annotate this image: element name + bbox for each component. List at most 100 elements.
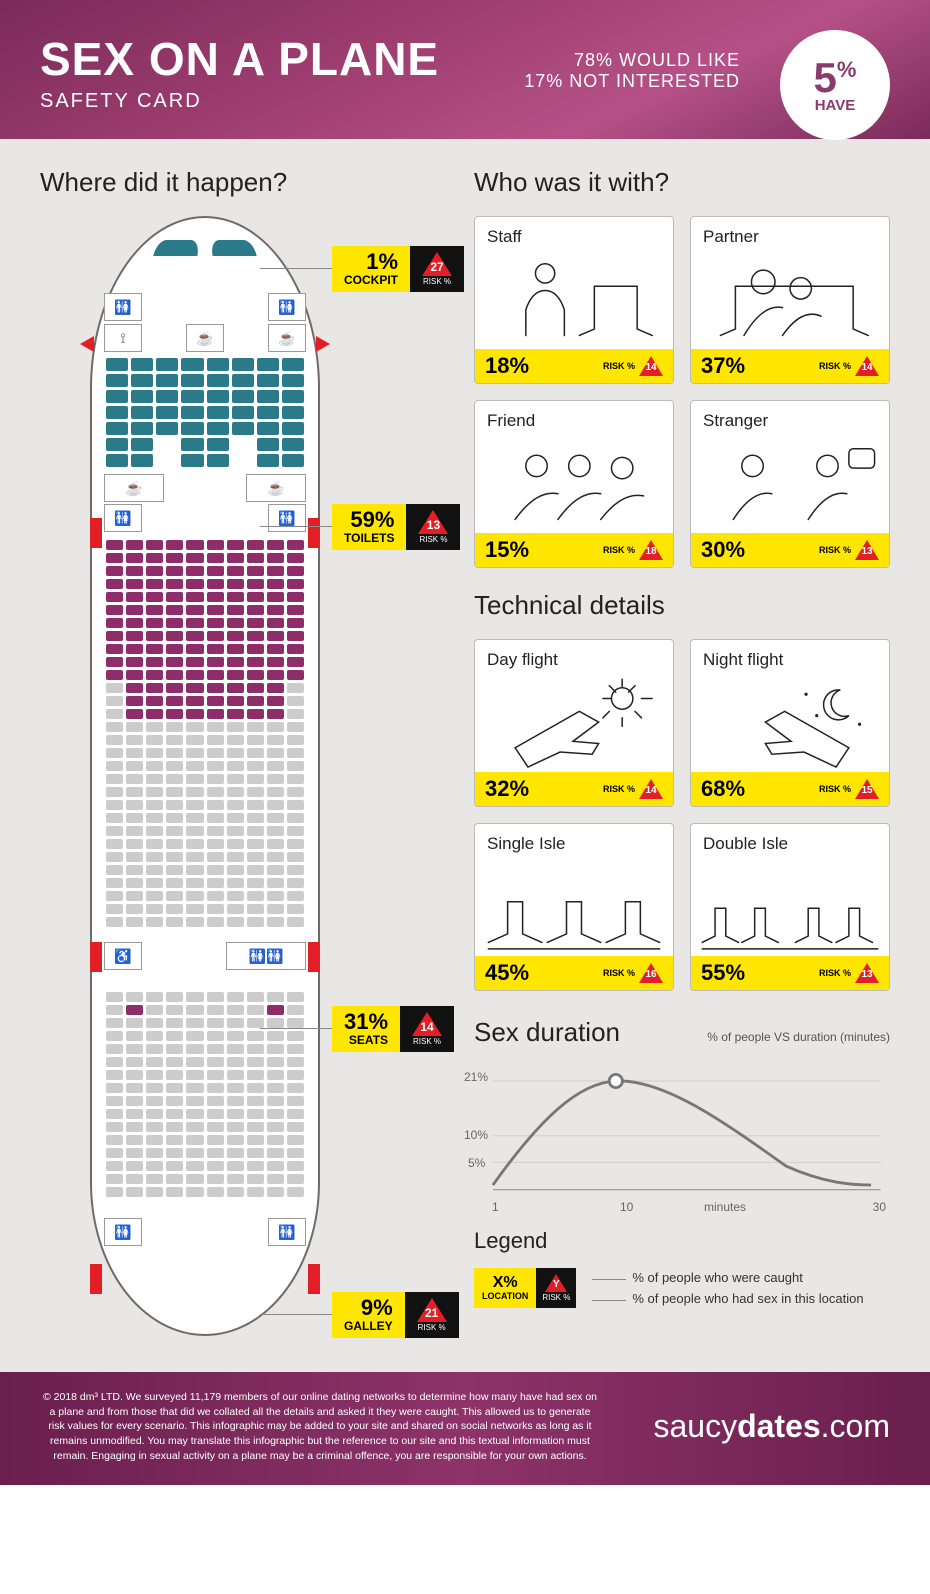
tech-card-grid: Day flight 32% RISK %14 Night flight 68% RISK… [474, 639, 890, 991]
galley-row: 🚻 🚻 [104, 504, 306, 532]
leader-line [260, 1314, 332, 1315]
card-pct: 15% [485, 537, 529, 563]
legend-text: % of people who were caught % of people … [592, 1264, 863, 1312]
section-legend: Legend [474, 1228, 890, 1254]
page-title: SEX ON A PLANE [40, 32, 890, 86]
legend-swatch: X% LOCATION Y RISK % [474, 1268, 576, 1308]
card-pct: 32% [485, 776, 529, 802]
galley-row: ⟟ ☕ ☕ [104, 324, 306, 352]
infographic-page: SEX ON A PLANE SAFETY CARD 78% WOULD LIK… [0, 0, 930, 1485]
exit-door [90, 1264, 102, 1294]
card-illustration [483, 431, 665, 533]
economy-seats-rear [106, 992, 304, 1197]
legend-line1: % of people who were caught [632, 1270, 803, 1285]
exit-door [308, 518, 320, 548]
plane-diagram: 🚻 🚻 ⟟ ☕ ☕ ☕ ☕ � [40, 216, 450, 1346]
section-where: Where did it happen? [40, 167, 450, 198]
exit-marker [80, 336, 94, 352]
chart-section: Sex duration % of people VS duration (mi… [474, 1017, 890, 1208]
business-seats [106, 358, 304, 467]
exit-door [90, 518, 102, 548]
risk-badge: 27RISK % [410, 246, 464, 292]
cockpit-icon [155, 240, 255, 270]
footer-brand: saucydates.com [653, 1408, 890, 1445]
chart-note: % of people VS duration (minutes) [707, 1030, 890, 1044]
risk-label: RISK % [542, 1293, 570, 1302]
card-pct: 55% [701, 960, 745, 986]
y-tick: 10% [464, 1128, 488, 1142]
content: Where did it happen? 🚻 🚻 ⟟ ☕ [0, 139, 930, 1346]
card-title: Staff [487, 227, 661, 247]
galley-row: ☕ ☕ [104, 474, 306, 502]
lavatory-icon: 🚻 [104, 504, 142, 532]
card-title: Single Isle [487, 834, 661, 854]
footer: © 2018 dm³ LTD. We surveyed 11,179 membe… [0, 1372, 930, 1485]
card-title: Night flight [703, 650, 877, 670]
card-illustration [699, 431, 881, 533]
x-tick: 10 [620, 1200, 633, 1214]
risk-badge: 21RISK % [405, 1292, 459, 1338]
header: SEX ON A PLANE SAFETY CARD 78% WOULD LIK… [0, 0, 930, 139]
who-card-grid: Staff18%RISK %14Partner37%RISK %14Friend… [474, 216, 890, 568]
card-title: Day flight [487, 650, 661, 670]
legend-line2: % of people who had sex in this location [632, 1291, 863, 1306]
x-tick: 1 [492, 1200, 499, 1214]
card-illustration [483, 670, 665, 772]
lavatory-icon: 🚻🚻 [226, 942, 306, 970]
card-risk: RISK %14 [603, 779, 663, 799]
card-illustration [699, 854, 881, 956]
duration-chart: 21% 10% 5% 1 10 minutes 30 [474, 1058, 890, 1208]
galley-row: 🚻 🚻 [104, 1218, 306, 1246]
card-risk: RISK %16 [603, 963, 663, 983]
header-stats: 78% WOULD LIKE 17% NOT INTERESTED [524, 50, 740, 92]
risk-badge: 13RISK % [406, 504, 460, 550]
card-title: Friend [487, 411, 661, 431]
card-pct: 30% [701, 537, 745, 563]
leader-line [260, 1028, 332, 1029]
plane-outline: 🚻 🚻 ⟟ ☕ ☕ ☕ ☕ � [90, 216, 320, 1336]
lavatory-icon: 🚻 [268, 293, 306, 321]
accessible-icon: ♿ [104, 942, 142, 970]
card-day-flight: Day flight 32% RISK %14 [474, 639, 674, 807]
galley-row: 🚻 🚻 [104, 293, 306, 321]
card-friend: Friend 15% RISK %18 [474, 400, 674, 568]
legend-pct: X% [493, 1275, 518, 1291]
card-risk: RISK %18 [603, 540, 663, 560]
exit-marker [316, 336, 330, 352]
legend-name: LOCATION [482, 1291, 528, 1301]
stat-would-like: 78% WOULD LIKE [524, 50, 740, 71]
legend-risk: Y [546, 1279, 566, 1290]
card-risk: RISK %14 [603, 356, 663, 376]
economy-seats-front [106, 540, 304, 927]
card-illustration [483, 854, 665, 956]
lavatory-icon: 🚻 [104, 293, 142, 321]
badge-label: HAVE [815, 97, 856, 114]
location-label-toilets: 59%TOILETS13RISK % [332, 504, 460, 550]
have-badge: 5% HAVE [780, 30, 890, 140]
card-staff: Staff 18% RISK %14 [474, 216, 674, 384]
x-label: minutes [704, 1200, 746, 1214]
card-illustration [483, 247, 665, 349]
card-title: Double Isle [703, 834, 877, 854]
card-pct: 45% [485, 960, 529, 986]
card-title: Stranger [703, 411, 877, 431]
lavatory-icon: 🚻 [268, 504, 306, 532]
lavatory-icon: 🚻 [268, 1218, 306, 1246]
exit-door [90, 942, 102, 972]
galley-icon: ☕ [268, 324, 306, 352]
location-label-galley: 9%GALLEY21RISK % [332, 1292, 459, 1338]
card-risk: RISK %14 [819, 356, 879, 376]
risk-badge: 14RISK % [400, 1006, 454, 1052]
card-risk: RISK %15 [819, 779, 879, 799]
card-pct: 68% [701, 776, 745, 802]
card-single-isle: Single Isle 45% RISK %16 [474, 823, 674, 991]
card-pct: 18% [485, 353, 529, 379]
location-label-cockpit: 1%COCKPIT27RISK % [332, 246, 464, 292]
card-illustration [699, 670, 881, 772]
legend-section: Legend X% LOCATION Y RISK % [474, 1228, 890, 1312]
card-double-isle: Double Isle55%RISK %13 [690, 823, 890, 991]
exit-door [308, 1264, 320, 1294]
card-partner: Partner37%RISK %14 [690, 216, 890, 384]
exit-door [308, 942, 320, 972]
closet-icon: ⟟ [104, 324, 142, 352]
